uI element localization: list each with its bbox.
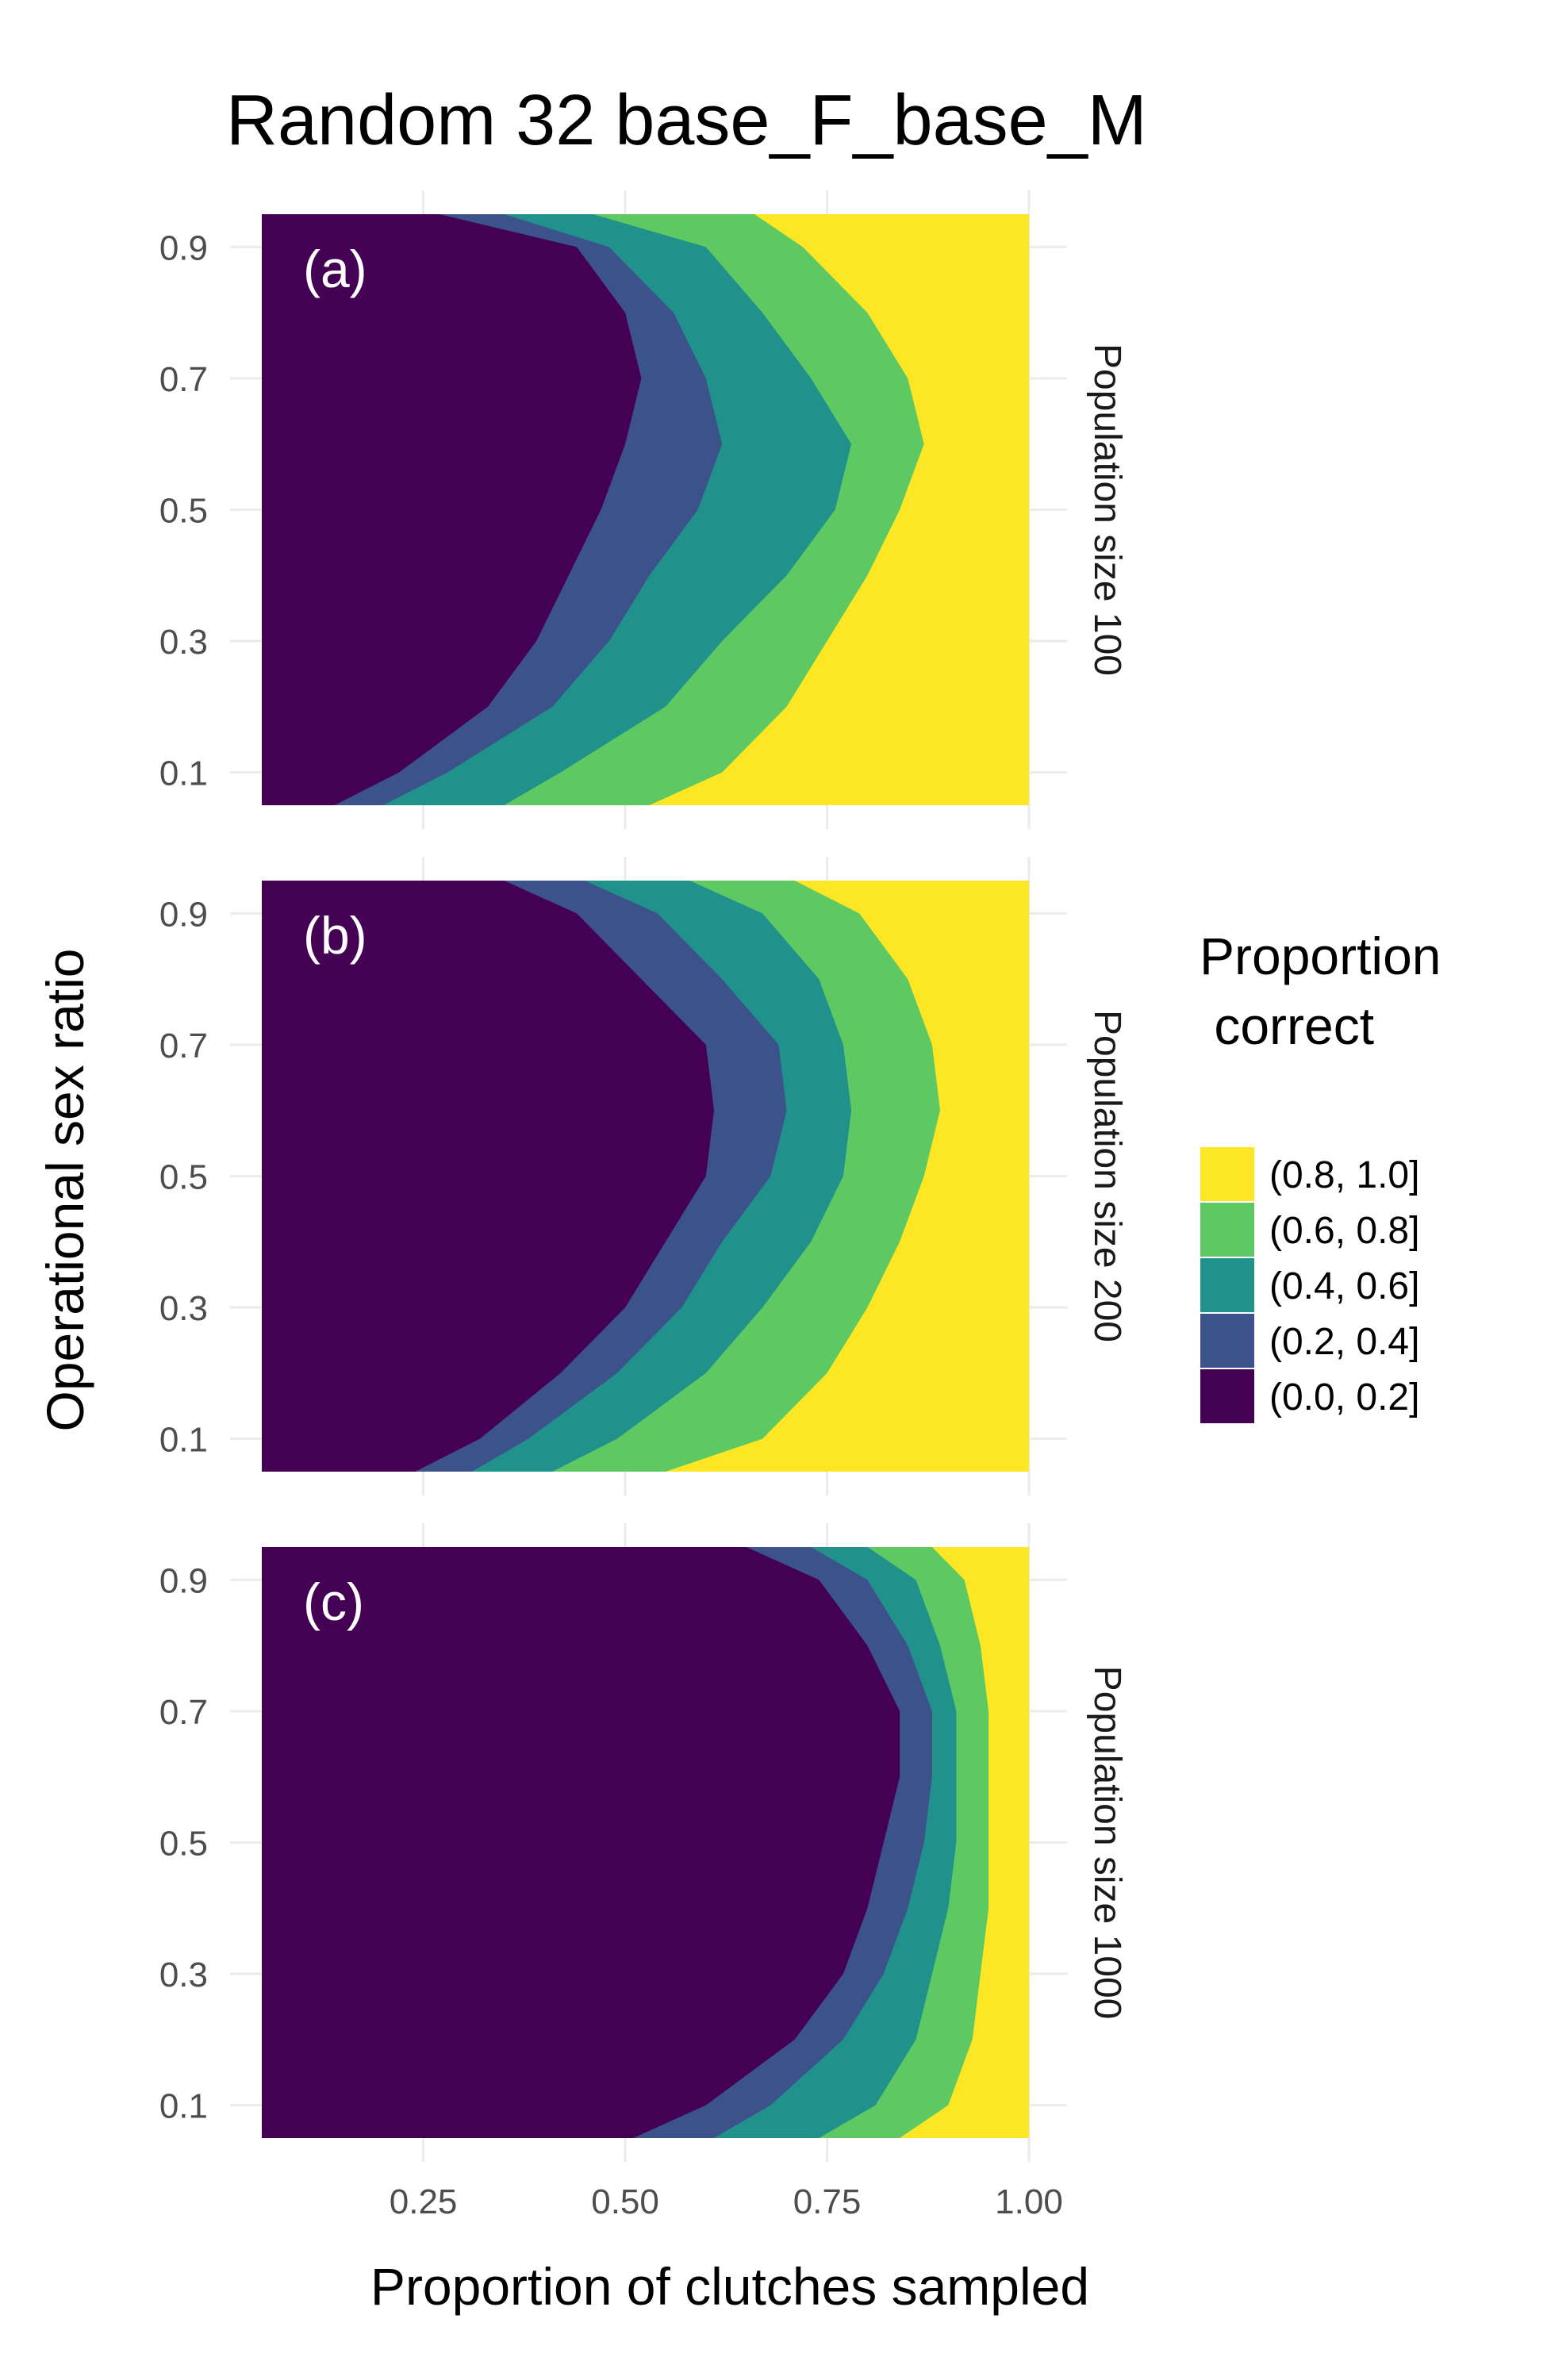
y-tick-label: 0.3	[159, 1956, 208, 1994]
legend-key-swatch	[1199, 1312, 1256, 1369]
panel-tag: (b)	[303, 906, 367, 965]
facet-strip-label: Population size 100	[1086, 344, 1128, 676]
legend-title-line-1: Proportion	[1200, 927, 1441, 985]
y-tick-label: 0.5	[159, 1825, 208, 1864]
legend-key-swatch	[1199, 1146, 1256, 1203]
y-tick-label: 0.1	[159, 754, 208, 793]
contour-band-(0.8, 1.0]	[665, 881, 1029, 1472]
plot-title: Random 32 base_F_base_M	[226, 81, 1147, 160]
legend-items: (0.8, 1.0] (0.6, 0.8] (0.4, 0.6] (0.2, 0.4]…	[1199, 1146, 1419, 1425]
legend-key-label: (0.0, 0.2]	[1269, 1376, 1419, 1418]
panel-2: 0.1 0.3 0.5 0.7 0.9 (b) Population size 200	[159, 857, 1128, 1495]
panels: 0.10.30.50.70.9 (a)Population size 1000.1…	[159, 190, 1128, 2221]
legend: Proportion correct (0.8, 1.0](0.6, 0.8](…	[1199, 927, 1441, 1425]
panel-tag: (c)	[303, 1572, 364, 1631]
y-axis-title: Operational sex ratio	[36, 949, 94, 1432]
y-tick-label: 0.9	[159, 228, 208, 267]
y-tick-label: 0.7	[159, 1027, 208, 1065]
y-tick-label: 0.1	[159, 2087, 208, 2126]
legend-title-line-2: correct	[1200, 996, 1374, 1055]
panel-3: 0.1 0.3 0.5 0.7 0.9 (c) Population size 1000	[159, 1523, 1128, 2162]
legend-key-swatch	[1199, 1257, 1256, 1314]
contour-band-(0.8, 1.0]	[649, 214, 1029, 805]
x-tick-label: 0.50	[591, 2182, 659, 2221]
contour-band-(0.6, 0.8]	[819, 1547, 1029, 2138]
legend-key-label: (0.2, 0.4]	[1269, 1321, 1419, 1363]
y-tick-label: 0.7	[159, 1693, 208, 1732]
facet-strip-label: Population size 1000	[1086, 1666, 1128, 2020]
panel-tag: (a)	[303, 240, 367, 298]
x-tick-label: 0.25	[390, 2182, 458, 2221]
y-tick-label: 0.3	[159, 1289, 208, 1328]
x-tick-label: 0.75	[793, 2182, 862, 2221]
facet-strip-label: Population size 200	[1086, 1010, 1128, 1342]
y-tick-label: 0.9	[159, 895, 208, 934]
x-axis-title: Proportion of clutches sampled	[370, 2257, 1089, 2316]
x-tick-label: 1.00	[995, 2182, 1063, 2221]
y-tick-label: 0.3	[159, 623, 208, 662]
y-tick-label: 0.5	[159, 492, 208, 531]
legend-key-label: (0.6, 0.8]	[1269, 1210, 1419, 1252]
y-tick-label: 0.5	[159, 1158, 208, 1197]
y-tick-label: 0.9	[159, 1561, 208, 1600]
y-tick-label: 0.7	[159, 360, 208, 399]
panel-1: 0.1 0.3 0.5 0.7 0.9 (a) Population size 100	[159, 190, 1128, 829]
legend-key-label: (0.8, 1.0]	[1269, 1154, 1419, 1196]
contour-band-(0.8, 1.0]	[900, 1547, 1029, 2138]
y-tick-label: 0.1	[159, 1421, 208, 1460]
legend-key-swatch	[1199, 1368, 1256, 1425]
legend-key-swatch	[1199, 1201, 1256, 1258]
legend-key-label: (0.4, 0.6]	[1269, 1265, 1419, 1307]
